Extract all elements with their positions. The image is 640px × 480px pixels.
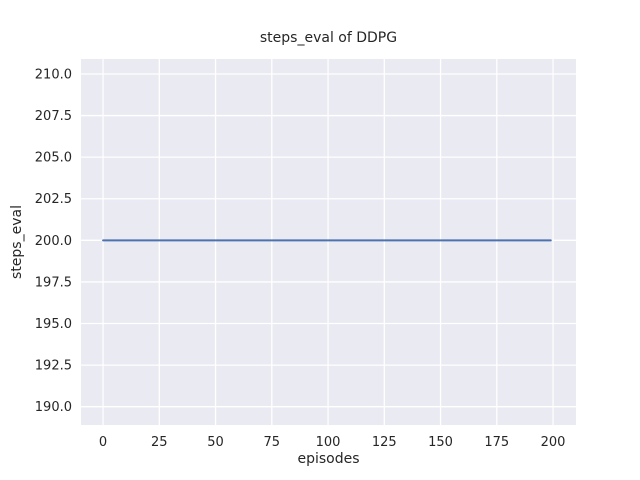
y-tick-label: 207.5: [35, 109, 72, 124]
y-tick-label: 210.0: [35, 67, 72, 82]
x-tick-label: 75: [264, 435, 281, 450]
x-tick-label: 25: [151, 435, 168, 450]
x-tick-label: 150: [428, 435, 453, 450]
y-tick-label: 197.5: [35, 275, 72, 290]
y-tick-label: 202.5: [35, 192, 72, 207]
y-tick-label: 190.0: [35, 400, 72, 415]
x-tick-label: 200: [541, 435, 566, 450]
y-axis-label: steps_eval: [9, 205, 25, 279]
y-tick-label: 192.5: [35, 359, 72, 374]
x-tick-label: 125: [372, 435, 397, 450]
y-tick-label: 205.0: [35, 151, 72, 166]
x-tick-label: 100: [316, 435, 341, 450]
y-tick-label: 195.0: [35, 317, 72, 332]
x-tick-label: 0: [99, 435, 107, 450]
x-tick-label: 50: [207, 435, 224, 450]
x-axis-label: episodes: [297, 451, 360, 467]
x-tick-label: 175: [484, 435, 509, 450]
chart-title: steps_eval of DDPG: [259, 30, 398, 46]
y-tick-label: 200.0: [35, 234, 72, 249]
